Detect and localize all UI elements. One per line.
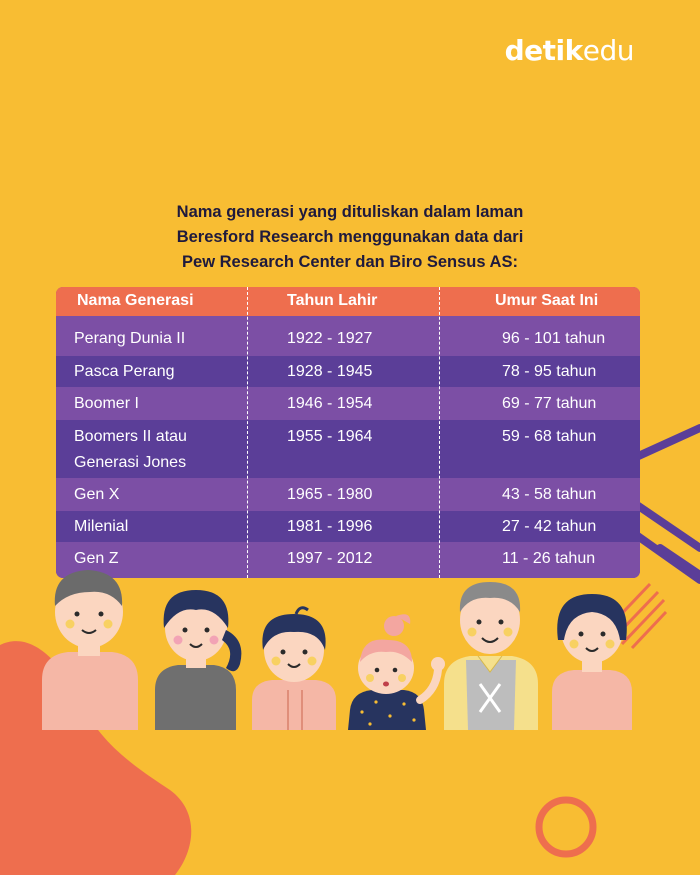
- cell-born: 1928 - 1945: [287, 363, 373, 380]
- cell-born: 1997 - 2012: [287, 550, 373, 567]
- cell-name-line-1: Boomers II atau: [74, 428, 187, 445]
- person-5-figure: [444, 582, 538, 730]
- detikedu-logo: detikedu: [504, 34, 635, 67]
- cell-name-line-2: Generasi Jones: [74, 454, 187, 471]
- cell-born: 1922 - 1927: [287, 330, 373, 347]
- cell-age: 59 - 68 tahun: [502, 428, 597, 445]
- table-row: Boomers II atau Generasi Jones 1955 - 19…: [56, 420, 640, 478]
- cell-name: Milenial: [74, 518, 129, 535]
- cell-age: 27 - 42 tahun: [502, 518, 597, 535]
- cell-name: Gen X: [74, 486, 120, 503]
- generation-table: Perang Dunia II 1922 - 1927 96 - 101 tah…: [56, 287, 640, 578]
- heading-line-1: Nama generasi yang dituliskan dalam lama…: [176, 203, 524, 221]
- cell-name: Boomers II atau Generasi Jones: [74, 424, 187, 476]
- person-2-figure: [155, 590, 242, 730]
- cell-age: 11 - 26 tahun: [502, 550, 596, 567]
- cell-born: 1981 - 1996: [287, 518, 373, 535]
- cell-age: 78 - 95 tahun: [502, 363, 597, 380]
- person-3-figure: [252, 606, 336, 730]
- table-row: Milenial 1981 - 1996 27 - 42 tahun: [56, 511, 640, 542]
- table-row: Pasca Perang 1928 - 1945 78 - 95 tahun: [56, 356, 640, 387]
- table-row: Gen X 1965 - 1980 43 - 58 tahun: [56, 478, 640, 511]
- person-1-figure: [42, 570, 138, 730]
- logo-bold-text: detik: [504, 34, 584, 67]
- cell-born: 1965 - 1980: [287, 486, 373, 503]
- cell-born: 1955 - 1964: [287, 428, 373, 445]
- column-divider: [247, 287, 248, 578]
- cell-name: Gen Z: [74, 550, 119, 567]
- cell-age: 69 - 77 tahun: [502, 395, 597, 412]
- orange-ring-shape: [535, 796, 597, 858]
- cell-name: Boomer I: [74, 395, 139, 412]
- heading-line-2: Beresford Research menggunakan data dari: [176, 228, 524, 246]
- header-tahun-lahir: Tahun Lahir: [287, 292, 378, 309]
- cell-age: 96 - 101 tahun: [502, 330, 606, 347]
- cell-name: Perang Dunia II: [74, 330, 186, 347]
- page-heading: Nama generasi yang dituliskan dalam lama…: [0, 200, 700, 275]
- table-header: Nama Generasi Tahun Lahir Umur Saat Ini: [56, 287, 640, 316]
- person-6-figure: [552, 594, 632, 730]
- person-4-figure: [348, 614, 445, 730]
- table-row: Boomer I 1946 - 1954 69 - 77 tahun: [56, 387, 640, 420]
- header-umur-saat-ini: Umur Saat Ini: [495, 292, 599, 309]
- heading-line-3: Pew Research Center dan Biro Sensus AS:: [182, 253, 518, 271]
- cell-born: 1946 - 1954: [287, 395, 373, 412]
- column-divider: [439, 287, 440, 578]
- cell-name: Pasca Perang: [74, 363, 175, 380]
- logo-light-text: edu: [582, 34, 635, 67]
- table-row: Perang Dunia II 1922 - 1927 96 - 101 tah…: [56, 316, 640, 356]
- table-row: Gen Z 1997 - 2012 11 - 26 tahun: [56, 542, 640, 578]
- cell-age: 43 - 58 tahun: [502, 486, 597, 503]
- header-nama-generasi: Nama Generasi: [77, 292, 194, 309]
